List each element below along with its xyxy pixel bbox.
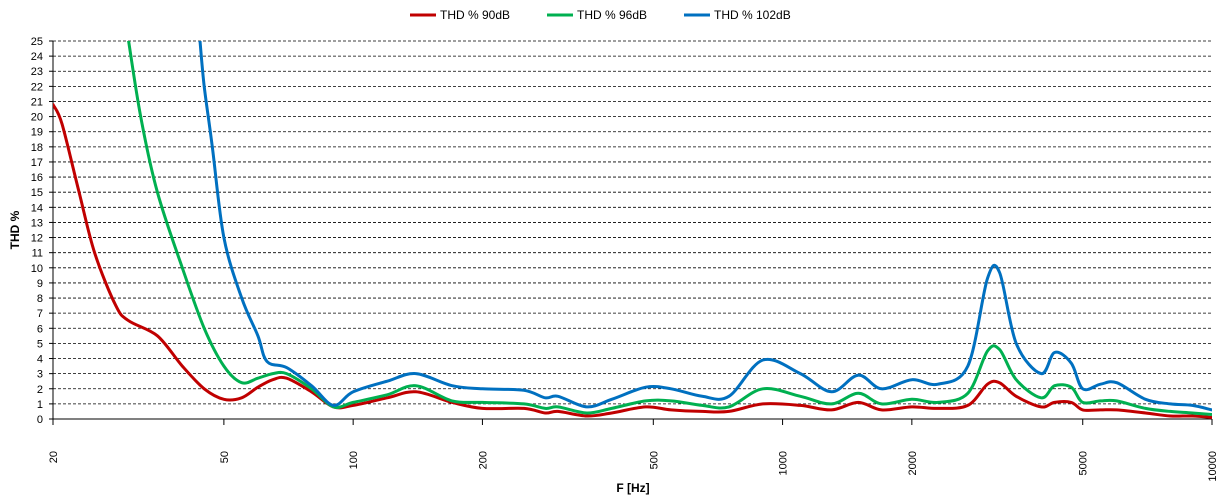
y-tick-label: 16	[31, 172, 43, 184]
x-tick-label: 500	[648, 451, 660, 469]
y-tick-label: 14	[31, 202, 43, 214]
x-tick-label: 50	[219, 451, 231, 463]
y-axis-title: THD %	[8, 210, 22, 249]
series-lines	[53, 41, 1212, 419]
y-tick-label: 8	[37, 293, 43, 305]
y-tick-label: 1	[37, 399, 43, 411]
y-tick-label: 2	[37, 384, 43, 396]
y-tick-label: 13	[31, 217, 43, 229]
y-tick-label: 3	[37, 369, 43, 381]
legend-label: THD % 96dB	[577, 8, 647, 22]
y-tick-label: 20	[31, 112, 43, 124]
x-tick-label: 1000	[778, 451, 790, 475]
y-tick-label: 10	[31, 263, 43, 275]
y-tick-label: 25	[31, 36, 43, 48]
y-tick-label: 4	[37, 354, 43, 366]
y-tick-label: 15	[31, 187, 43, 199]
legend: THD % 90dB THD % 96dB THD % 102dB	[410, 8, 791, 22]
series-line-2	[198, 41, 1212, 412]
y-tick-label: 23	[31, 66, 43, 78]
y-tick-label: 19	[31, 127, 43, 139]
y-tick-label: 5	[37, 338, 43, 350]
x-tick-label: 5000	[1078, 451, 1090, 475]
legend-label: THD % 90dB	[440, 8, 510, 22]
series-line-0	[53, 103, 1212, 419]
y-tick-label: 18	[31, 142, 43, 154]
x-tick-label: 2000	[907, 451, 919, 475]
y-tick-label: 9	[37, 278, 43, 290]
x-tick-label: 200	[477, 451, 489, 469]
y-tick-label: 17	[31, 157, 43, 169]
y-tick-labels: 0123456789101112131415161718192021222324…	[31, 36, 43, 426]
series-line-1	[127, 41, 1212, 416]
y-tick-label: 12	[31, 233, 43, 245]
legend-label: THD % 102dB	[714, 8, 791, 22]
x-tick-label: 100	[348, 451, 360, 469]
y-tick-label: 22	[31, 81, 43, 93]
grid-lines	[53, 40, 1212, 405]
y-tick-label: 24	[31, 51, 43, 63]
x-tick-labels: 20 50 100 200 500 1000 2000 5000 10000	[48, 451, 1218, 482]
x-tick-label: 20	[48, 451, 60, 463]
y-tick-label: 7	[37, 308, 43, 320]
x-tick-label: 10000	[1207, 451, 1218, 482]
y-tick-label: 21	[31, 96, 43, 108]
legend-item: THD % 96dB	[547, 8, 647, 22]
legend-item: THD % 90dB	[410, 8, 510, 22]
y-tick-label: 0	[37, 414, 43, 426]
y-tick-label: 6	[37, 323, 43, 335]
x-axis-title: F [Hz]	[616, 481, 649, 495]
y-tick-label: 11	[32, 248, 43, 260]
legend-item: THD % 102dB	[684, 8, 791, 22]
